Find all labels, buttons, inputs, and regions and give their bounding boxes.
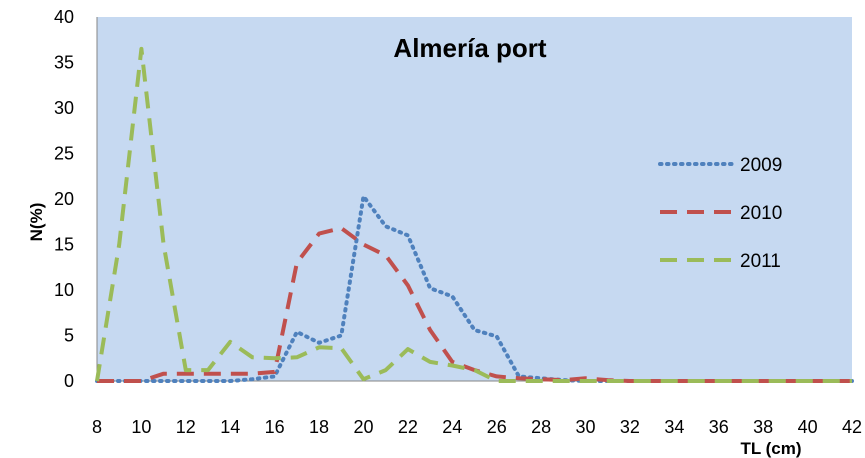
x-tick-label: 18 xyxy=(309,417,329,437)
y-tick-label: 15 xyxy=(54,235,74,255)
legend-label-2011: 2011 xyxy=(740,251,781,272)
y-axis-title: N(%) xyxy=(27,203,46,242)
x-axis-title: TL (cm) xyxy=(740,439,801,458)
plot-area xyxy=(97,17,852,381)
y-tick-label: 0 xyxy=(64,371,74,391)
y-tick-label: 20 xyxy=(54,189,74,209)
chart-title: Almería port xyxy=(393,33,546,63)
x-tick-label: 38 xyxy=(753,417,773,437)
legend-label-2010: 2010 xyxy=(740,203,782,224)
legend: 2009 2010 2011 xyxy=(658,155,782,272)
y-tick-label: 40 xyxy=(54,7,74,27)
series-lines xyxy=(95,46,854,383)
x-tick-label: 32 xyxy=(620,417,640,437)
y-tick-label: 10 xyxy=(54,280,74,300)
y-axis-tick-labels: 0 5 10 15 20 25 30 35 40 xyxy=(54,7,74,391)
x-tick-label: 12 xyxy=(176,417,196,437)
x-tick-label: 20 xyxy=(353,417,373,437)
x-tick-label: 14 xyxy=(220,417,240,437)
x-tick-label: 24 xyxy=(442,417,462,437)
y-tick-label: 5 xyxy=(64,326,74,346)
series-line-2011 xyxy=(95,46,852,383)
x-tick-label: 10 xyxy=(131,417,151,437)
legend-label-2009: 2009 xyxy=(740,155,782,176)
y-tick-label: 30 xyxy=(54,98,74,118)
y-tick-label: 25 xyxy=(54,144,74,164)
x-axis-tick-labels: 8 10 12 14 16 18 20 22 24 26 28 30 32 34 36 38 40 42 xyxy=(92,417,862,437)
x-tick-label: 34 xyxy=(664,417,684,437)
x-tick-label: 16 xyxy=(265,417,285,437)
x-tick-label: 42 xyxy=(842,417,862,437)
x-tick-label: 26 xyxy=(487,417,507,437)
x-tick-label: 36 xyxy=(709,417,729,437)
x-tick-label: 8 xyxy=(92,417,102,437)
y-tick-label: 35 xyxy=(54,53,74,73)
x-tick-label: 28 xyxy=(531,417,551,437)
x-tick-label: 30 xyxy=(576,417,596,437)
x-tick-label: 22 xyxy=(398,417,418,437)
x-tick-label: 40 xyxy=(798,417,818,437)
